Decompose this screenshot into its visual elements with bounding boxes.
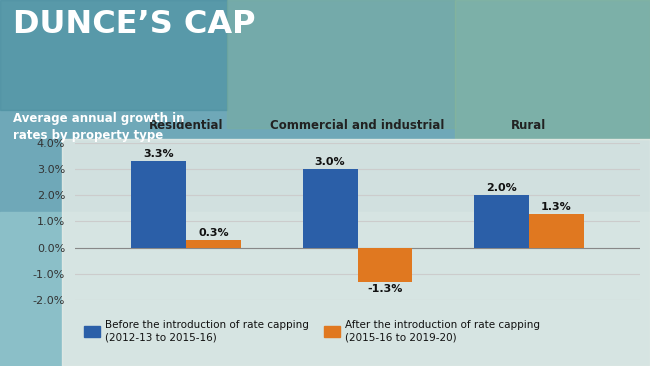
Bar bbox=[0, 0, 650, 212]
Text: Average annual growth in
rates by property type: Average annual growth in rates by proper… bbox=[13, 112, 185, 142]
Bar bbox=[186, 240, 241, 248]
Bar bbox=[303, 169, 358, 248]
Bar bbox=[131, 161, 186, 248]
Text: 3.3%: 3.3% bbox=[144, 149, 174, 159]
Text: 3.0%: 3.0% bbox=[315, 157, 345, 167]
Text: DUNCE’S CAP: DUNCE’S CAP bbox=[13, 9, 255, 40]
Text: 2.0%: 2.0% bbox=[486, 183, 517, 193]
Bar bbox=[0, 212, 650, 366]
Bar bbox=[529, 214, 584, 248]
Text: 0.3%: 0.3% bbox=[198, 228, 229, 238]
Text: 1.3%: 1.3% bbox=[541, 202, 571, 212]
Text: -1.3%: -1.3% bbox=[367, 284, 402, 294]
Legend: Before the introduction of rate capping
(2012-13 to 2015-16), After the introduc: Before the introduction of rate capping … bbox=[80, 316, 545, 346]
Text: Commercial and industrial: Commercial and industrial bbox=[270, 119, 445, 132]
Text: Rural: Rural bbox=[512, 119, 547, 132]
Bar bbox=[455, 0, 650, 139]
Bar bbox=[358, 248, 412, 282]
Bar bbox=[227, 0, 455, 128]
Bar bbox=[474, 195, 529, 248]
Bar bbox=[0, 0, 227, 110]
Text: Residential: Residential bbox=[149, 119, 224, 132]
Bar bbox=[62, 139, 650, 366]
